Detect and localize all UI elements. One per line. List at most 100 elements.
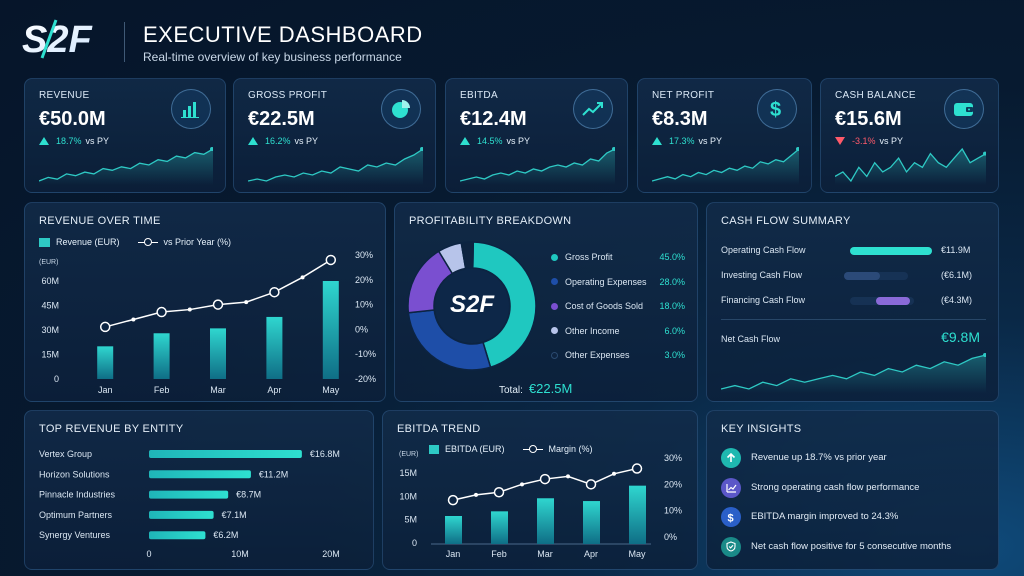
- kpi-delta-value: -3.1%: [852, 136, 876, 146]
- margin-point[interactable]: [539, 473, 551, 485]
- margin-line: [452, 467, 638, 501]
- legend-item-name: Cost of Goods Sold: [565, 301, 644, 312]
- entity-bar[interactable]: [149, 470, 251, 479]
- cash-flow-row[interactable]: Financing Cash Flow (€4.3M): [721, 294, 986, 308]
- kpi-spark-area: [652, 149, 799, 185]
- kpi-card-ebitda[interactable]: EBITDA €12.4M 14.5% vs PY: [445, 78, 628, 193]
- ebitda-legend: EBITDA (EUR) Margin (%): [429, 444, 593, 454]
- revenue-bar[interactable]: [210, 328, 226, 379]
- ebitda-bar[interactable]: [537, 498, 554, 544]
- kpi-value: €15.6M: [835, 108, 902, 130]
- donut-slice-other-expenses[interactable]: [460, 241, 475, 270]
- y2-tick-label: 20%: [664, 479, 682, 489]
- margin-point[interactable]: [631, 463, 643, 474]
- y2-tick-label: 10%: [355, 300, 373, 310]
- delta-down-icon: [835, 137, 845, 145]
- y-tick-label: 45M: [41, 301, 59, 311]
- kpi-sparkline: [652, 147, 799, 185]
- ebitda-trend-title: EBITDA TREND: [397, 423, 481, 435]
- vs-prior-year-midpoint: [300, 275, 305, 280]
- x-tick-label: Mar: [210, 385, 226, 395]
- kpi-sparkline: [39, 147, 213, 185]
- entity-bar[interactable]: [149, 531, 206, 540]
- cash-flow-row[interactable]: Operating Cash Flow €11.9M: [721, 244, 986, 258]
- legend-dot: [551, 327, 558, 335]
- margin-point[interactable]: [447, 494, 459, 506]
- donut-slice-gross-profit[interactable]: [471, 241, 537, 369]
- ebitda-trend-chart: 15M 10M 5M 0 30% 20% 10% 0% Jan Feb Mar Apr May: [399, 453, 682, 559]
- y-tick-label: 60M: [41, 276, 59, 286]
- cash-flow-card: CASH FLOW SUMMARY Operating Cash Flow €1…: [706, 202, 999, 402]
- total-label: Total:: [499, 385, 523, 396]
- ebitda-bar[interactable]: [583, 501, 600, 544]
- ebitda-bar[interactable]: [445, 516, 462, 544]
- legend-item-name: Gross Profit: [565, 252, 613, 263]
- ebitda-bar[interactable]: [629, 485, 646, 544]
- profitability-legend-item[interactable]: Other Income 6.0%: [551, 319, 685, 344]
- margin-point[interactable]: [585, 479, 597, 490]
- profitability-legend-item[interactable]: Cost of Goods Sold 18.0%: [551, 294, 685, 319]
- kpi-card-revenue[interactable]: REVENUE €50.0M 18.7% vs PY: [24, 78, 226, 193]
- cash-flow-row-value: €11.9M: [941, 245, 971, 255]
- margin-point[interactable]: [493, 486, 505, 498]
- cash-flow-row-label: Financing Cash Flow: [721, 295, 806, 305]
- margin-midpoint: [474, 492, 478, 497]
- vs-prior-year-line: [105, 259, 332, 328]
- insight-item[interactable]: $ EBITDA margin improved to 24.3%: [721, 506, 986, 528]
- kpi-delta-suffix: vs PY: [85, 136, 110, 146]
- revenue-bar[interactable]: [266, 316, 283, 379]
- kpi-spark-area: [835, 149, 986, 185]
- legend-bar-swatch: [39, 237, 50, 247]
- profitability-legend-item[interactable]: Gross Profit 45.0%: [551, 245, 685, 270]
- insight-item[interactable]: Revenue up 18.7% vs prior year: [721, 447, 986, 469]
- delta-up-icon: [460, 137, 470, 145]
- logo: S2F: [22, 14, 112, 61]
- cash-flow-row-label: Operating Cash Flow: [721, 245, 806, 255]
- entity-value: €7.1M: [222, 510, 247, 520]
- donut-hole: [435, 269, 509, 343]
- y2-tick-label: 0%: [355, 324, 368, 334]
- kpi-card-net-profit[interactable]: NET PROFIT €8.3M 17.3% vs PY $: [637, 78, 812, 193]
- logo-mark: S2F: [22, 19, 93, 61]
- x-tick-label: Apr: [584, 549, 598, 559]
- vs-prior-year-point[interactable]: [325, 254, 337, 266]
- kpi-spark-area: [248, 149, 423, 185]
- revenue-bar[interactable]: [322, 281, 339, 379]
- cash-flow-row[interactable]: Investing Cash Flow (€6.1M): [721, 269, 986, 283]
- revenue-over-time-card: REVENUE OVER TIME Revenue (EUR) vs Prior…: [24, 202, 386, 402]
- y-tick-label: 30M: [41, 325, 59, 335]
- net-cash-flow-sparkline: [721, 353, 986, 393]
- kpi-spark-end-point: [796, 147, 799, 151]
- x-tick-label: May: [628, 549, 646, 559]
- vs-prior-year-point[interactable]: [156, 306, 167, 318]
- vs-prior-year-point[interactable]: [212, 299, 224, 310]
- margin-midpoint: [520, 482, 524, 487]
- kpi-spark-line: [835, 147, 986, 183]
- ebitda-bar[interactable]: [491, 511, 508, 544]
- profitability-donut: [407, 241, 537, 371]
- ebitda-legend-line-swatch: [522, 444, 543, 454]
- legend-item-pct: 3.0%: [664, 350, 685, 361]
- entity-bar[interactable]: [149, 510, 214, 519]
- profitability-legend-item[interactable]: Operating Expenses 28.0%: [551, 270, 685, 295]
- legend-bar-label: Revenue (EUR): [56, 237, 120, 247]
- insight-item[interactable]: Net cash flow positive for 5 consecutive…: [721, 536, 986, 558]
- kpi-card-cash-balance[interactable]: CASH BALANCE €15.6M -3.1% vs PY: [820, 78, 999, 193]
- legend-item-pct: 6.0%: [664, 325, 685, 336]
- profitability-card: PROFITABILITY BREAKDOWN S2F Gross Profit…: [394, 202, 698, 402]
- entity-bar[interactable]: [149, 490, 229, 499]
- kpi-delta-value: 14.5%: [477, 136, 503, 146]
- vs-prior-year-point[interactable]: [99, 321, 111, 333]
- kpi-card-gross-profit[interactable]: GROSS PROFIT €22.5M 16.2% vs PY: [233, 78, 436, 193]
- profitability-legend-item[interactable]: Other Expenses 3.0%: [551, 343, 685, 368]
- revenue-bar[interactable]: [97, 346, 114, 379]
- entity-value: €16.8M: [310, 449, 340, 459]
- revenue-bar[interactable]: [153, 333, 170, 379]
- revenue-over-time-title: REVENUE OVER TIME: [39, 215, 161, 227]
- legend-item-pct: 45.0%: [659, 252, 685, 263]
- kpi-delta-suffix: vs PY: [506, 136, 531, 146]
- entity-bar[interactable]: [149, 450, 302, 458]
- insight-item[interactable]: Strong operating cash flow performance: [721, 477, 986, 499]
- vs-prior-year-point[interactable]: [269, 286, 280, 298]
- kpi-delta-value: 18.7%: [56, 136, 82, 146]
